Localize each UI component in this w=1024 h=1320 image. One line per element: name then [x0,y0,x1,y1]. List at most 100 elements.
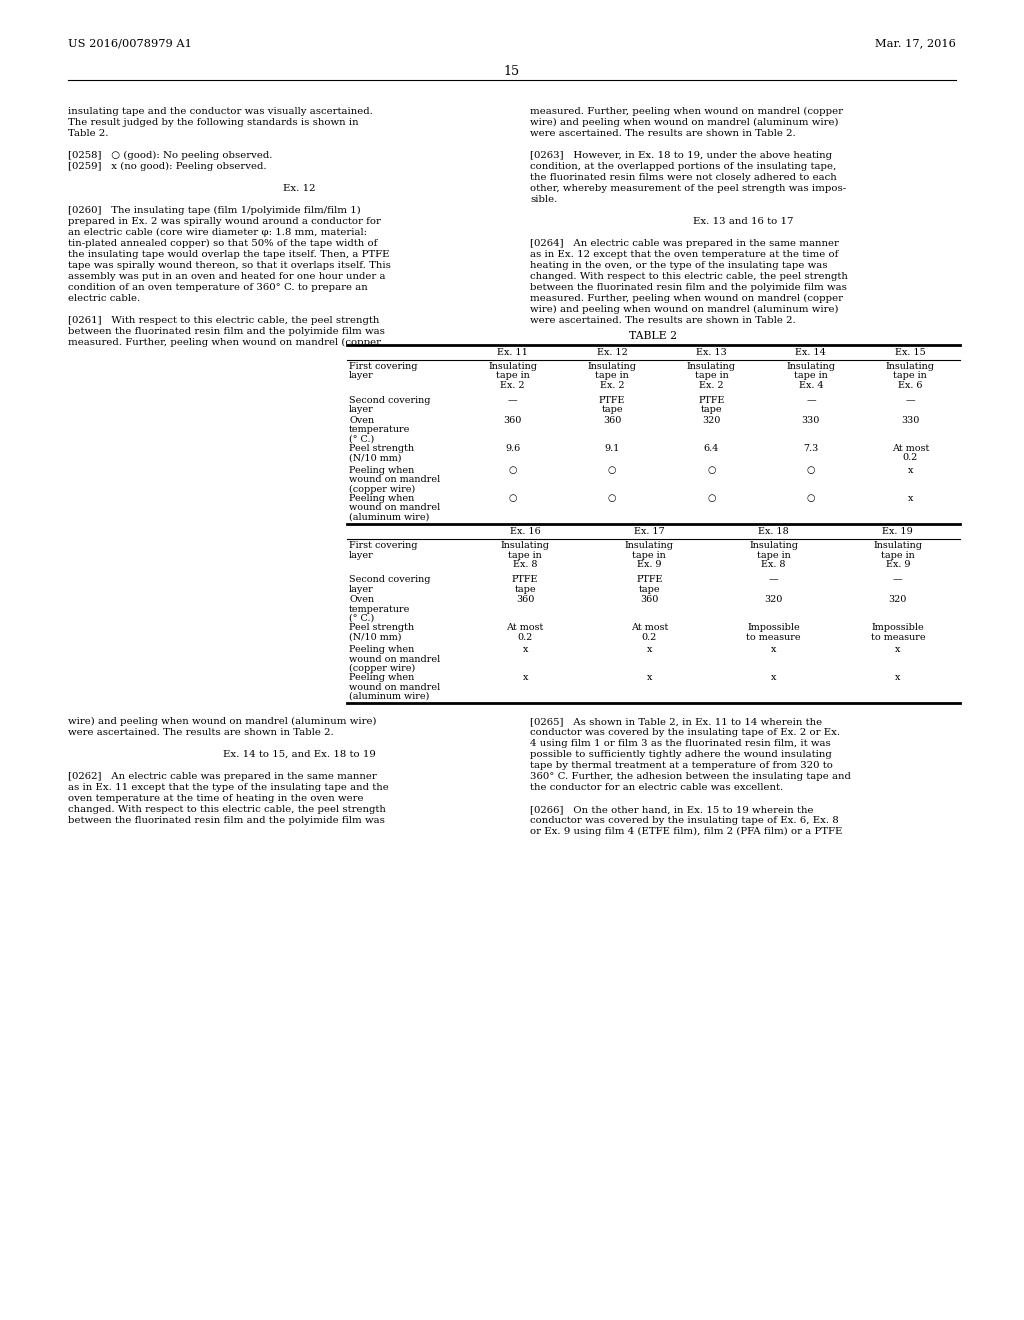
Text: (aluminum wire): (aluminum wire) [349,513,429,521]
Text: conductor was covered by the insulating tape of Ex. 2 or Ex.: conductor was covered by the insulating … [530,729,840,737]
Text: (° C.): (° C.) [349,436,374,444]
Text: 360° C. Further, the adhesion between the insulating tape and: 360° C. Further, the adhesion between th… [530,772,851,781]
Text: x: x [895,673,900,682]
Text: as in Ex. 12 except that the oven temperature at the time of: as in Ex. 12 except that the oven temper… [530,249,839,259]
Text: measured. Further, peeling when wound on mandrel (copper: measured. Further, peeling when wound on… [68,338,381,347]
Text: 320: 320 [889,595,907,605]
Text: ○: ○ [708,494,716,503]
Text: 320: 320 [765,595,782,605]
Text: tin-plated annealed copper) so that 50% of the tape width of: tin-plated annealed copper) so that 50% … [68,239,378,248]
Text: other, whereby measurement of the peel strength was impos-: other, whereby measurement of the peel s… [530,183,846,193]
Text: possible to sufficiently tightly adhere the wound insulating: possible to sufficiently tightly adhere … [530,750,831,759]
Text: (aluminum wire): (aluminum wire) [349,692,429,701]
Text: Ex. 8: Ex. 8 [513,560,538,569]
Text: Oven: Oven [349,416,374,425]
Text: wound on mandrel: wound on mandrel [349,475,440,484]
Text: 330: 330 [901,416,920,425]
Text: tape in: tape in [881,550,914,560]
Text: Ex. 19: Ex. 19 [883,527,913,536]
Text: PTFE: PTFE [512,576,539,583]
Text: heating in the oven, or the type of the insulating tape was: heating in the oven, or the type of the … [530,261,827,271]
Text: wound on mandrel: wound on mandrel [349,655,440,664]
Text: Ex. 14: Ex. 14 [796,348,826,356]
Text: insulating tape and the conductor was visually ascertained.: insulating tape and the conductor was vi… [68,107,373,116]
Text: Ex. 14 to 15, and Ex. 18 to 19: Ex. 14 to 15, and Ex. 18 to 19 [222,750,376,759]
Text: 330: 330 [802,416,820,425]
Text: —: — [769,576,778,583]
Text: Second covering: Second covering [349,576,430,583]
Text: Peeling when: Peeling when [349,494,415,503]
Text: Ex. 15: Ex. 15 [895,348,926,356]
Text: [0260]   The insulating tape (film 1/polyimide film/film 1): [0260] The insulating tape (film 1/polyi… [68,206,360,215]
Text: 0.2: 0.2 [517,632,532,642]
Text: (copper wire): (copper wire) [349,664,416,673]
Text: 0.2: 0.2 [903,454,918,462]
Text: —: — [893,576,903,583]
Text: wire) and peeling when wound on mandrel (aluminum wire): wire) and peeling when wound on mandrel … [68,717,377,726]
Text: tape in: tape in [757,550,791,560]
Text: Ex. 9: Ex. 9 [637,560,662,569]
Text: oven temperature at the time of heating in the oven were: oven temperature at the time of heating … [68,795,364,803]
Text: tape in: tape in [595,371,629,380]
Text: PTFE: PTFE [698,396,725,405]
Text: At most: At most [892,444,929,453]
Text: tape was spirally wound thereon, so that it overlaps itself. This: tape was spirally wound thereon, so that… [68,261,391,271]
Text: measured. Further, peeling when wound on mandrel (copper: measured. Further, peeling when wound on… [530,107,843,116]
Text: condition, at the overlapped portions of the insulating tape,: condition, at the overlapped portions of… [530,162,837,172]
Text: wire) and peeling when wound on mandrel (aluminum wire): wire) and peeling when wound on mandrel … [530,305,839,314]
Text: Peel strength: Peel strength [349,623,414,632]
Text: [0259]   x (no good): Peeling observed.: [0259] x (no good): Peeling observed. [68,162,266,172]
Text: tape: tape [514,585,536,594]
Text: 9.1: 9.1 [604,444,620,453]
Text: 360: 360 [504,416,522,425]
Text: tape: tape [639,585,660,594]
Text: x: x [907,494,913,503]
Text: Insulating: Insulating [501,541,550,550]
Text: tape in: tape in [694,371,728,380]
Text: (N/10 mm): (N/10 mm) [349,632,401,642]
Text: Ex. 17: Ex. 17 [634,527,665,536]
Text: [0258]   ○ (good): No peeling observed.: [0258] ○ (good): No peeling observed. [68,150,272,160]
Text: 7.3: 7.3 [803,444,818,453]
Text: —: — [508,396,517,405]
Text: Peel strength: Peel strength [349,444,414,453]
Text: Insulating: Insulating [625,541,674,550]
Text: ○: ○ [509,466,517,475]
Text: First covering: First covering [349,541,418,550]
Text: Ex. 13: Ex. 13 [696,348,727,356]
Text: tape by thermal treatment at a temperature of from 320 to: tape by thermal treatment at a temperatu… [530,762,833,770]
Text: At most: At most [631,623,668,632]
Text: measured. Further, peeling when wound on mandrel (copper: measured. Further, peeling when wound on… [530,294,843,304]
Text: 320: 320 [702,416,721,425]
Text: the conductor for an electric cable was excellent.: the conductor for an electric cable was … [530,783,783,792]
Text: Peeling when: Peeling when [349,645,415,653]
Text: PTFE: PTFE [636,576,663,583]
Text: or Ex. 9 using film 4 (ETFE film), film 2 (PFA film) or a PTFE: or Ex. 9 using film 4 (ETFE film), film … [530,828,843,836]
Text: tape in: tape in [893,371,927,380]
Text: PTFE: PTFE [599,396,626,405]
Text: Insulating: Insulating [488,362,538,371]
Text: First covering: First covering [349,362,418,371]
Text: assembly was put in an oven and heated for one hour under a: assembly was put in an oven and heated f… [68,272,385,281]
Text: Ex. 6: Ex. 6 [898,381,923,389]
Text: (° C.): (° C.) [349,614,374,623]
Text: x: x [522,673,527,682]
Text: wound on mandrel: wound on mandrel [349,503,440,512]
Text: Mar. 17, 2016: Mar. 17, 2016 [876,38,956,48]
Text: x: x [522,645,527,653]
Text: temperature: temperature [349,425,411,434]
Text: 9.6: 9.6 [505,444,520,453]
Text: [0262]   An electric cable was prepared in the same manner: [0262] An electric cable was prepared in… [68,772,377,781]
Text: between the fluorinated resin film and the polyimide film was: between the fluorinated resin film and t… [68,816,385,825]
Text: tape: tape [700,405,722,414]
Text: layer: layer [349,371,374,380]
Text: Ex. 2: Ex. 2 [501,381,525,389]
Text: [0261]   With respect to this electric cable, the peel strength: [0261] With respect to this electric cab… [68,315,379,325]
Text: The result judged by the following standards is shown in: The result judged by the following stand… [68,117,358,127]
Text: x: x [647,673,652,682]
Text: x: x [895,645,900,653]
Text: x: x [771,673,776,682]
Text: Insulating: Insulating [687,362,736,371]
Text: layer: layer [349,550,374,560]
Text: Table 2.: Table 2. [68,129,109,139]
